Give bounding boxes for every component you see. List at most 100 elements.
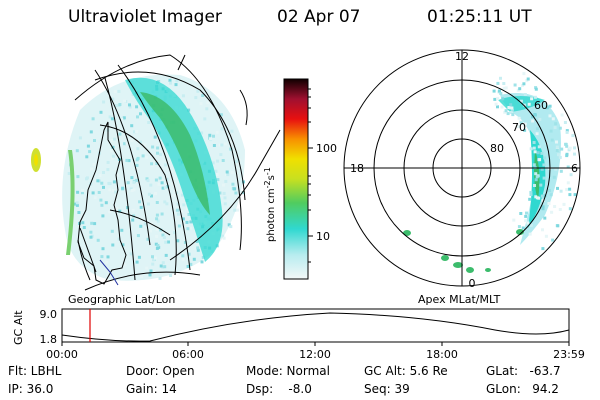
speckle [183, 241, 187, 244]
speckle [537, 145, 541, 149]
speckle [111, 97, 115, 101]
speckle [536, 151, 540, 155]
speckle [159, 264, 163, 268]
speckle [220, 143, 224, 147]
speckle [120, 228, 124, 232]
colorbar [283, 78, 309, 280]
speckle [187, 252, 191, 256]
speckle [542, 176, 546, 180]
speckle [93, 139, 96, 142]
speckle [181, 258, 185, 262]
speckle [504, 109, 508, 113]
speckle [102, 100, 106, 104]
speckle [100, 255, 104, 259]
speckle [492, 89, 496, 93]
speckle [224, 179, 228, 183]
speckle [121, 186, 125, 190]
speckle [534, 178, 538, 182]
speckle [530, 97, 534, 101]
speckle [525, 211, 528, 215]
speckle [150, 221, 154, 225]
speckle [100, 203, 104, 207]
speckle [158, 276, 162, 280]
speckle [196, 248, 200, 252]
speckle [218, 191, 222, 195]
speckle [200, 260, 204, 264]
speckle [110, 139, 114, 142]
speckle [221, 159, 225, 162]
speckle [75, 201, 79, 205]
time-label: 01:25:11 UT [427, 7, 532, 27]
speckle [196, 89, 200, 93]
speckle [541, 199, 545, 203]
speckle [533, 113, 537, 116]
speckle [156, 151, 159, 155]
speckle [146, 202, 150, 206]
speckle [115, 173, 119, 177]
speckle [523, 128, 527, 132]
speckle [106, 168, 110, 172]
speckle [216, 159, 220, 163]
time-tick-2359: 23:59 [553, 348, 585, 361]
speckle [147, 121, 151, 124]
speckle [187, 108, 191, 112]
speckle [185, 207, 189, 211]
speckle [176, 239, 180, 243]
speckle [164, 240, 168, 244]
speckle [543, 194, 547, 198]
speckle [132, 188, 136, 192]
speckle [496, 97, 500, 101]
speckle [139, 140, 142, 144]
speckle [91, 117, 95, 121]
speckle [166, 185, 170, 189]
speckle [573, 169, 577, 173]
speckle [535, 132, 539, 136]
speckle [496, 81, 500, 85]
polar-aurora [403, 72, 577, 273]
speckle [532, 141, 536, 144]
speckle [526, 221, 530, 225]
speckle [568, 187, 572, 191]
speckle [155, 217, 159, 221]
mlat-label-60: 60 [534, 99, 548, 112]
speckle [541, 205, 545, 209]
gc-altitude-value: GC Alt: 5.6 Re [364, 364, 448, 378]
speckle [111, 243, 115, 247]
speckle [220, 127, 224, 131]
speckle [150, 162, 154, 166]
speckle [163, 185, 167, 189]
speckle [161, 186, 165, 190]
speckle [114, 190, 118, 194]
speckle [92, 162, 96, 166]
date-label: 02 Apr 07 [277, 7, 361, 27]
speckle [541, 228, 544, 232]
speckle [126, 206, 130, 210]
speckle [545, 106, 549, 110]
speckle [108, 115, 112, 119]
speckle [226, 173, 230, 177]
speckle [558, 155, 562, 159]
speckle [148, 273, 152, 277]
speckle [151, 262, 155, 266]
speckle [222, 191, 226, 195]
speckle [176, 212, 180, 216]
speckle [153, 135, 157, 139]
speckle [559, 169, 563, 173]
speckle [138, 200, 142, 204]
speckle [519, 212, 523, 215]
speckle [524, 214, 528, 218]
dsp-value: Dsp: -8.0 [246, 382, 312, 396]
speckle [137, 255, 141, 259]
speckle [549, 193, 553, 197]
speckle [155, 234, 159, 238]
speckle [537, 196, 541, 200]
speckle [541, 247, 545, 251]
speckle [131, 208, 135, 212]
speckle [231, 182, 235, 186]
speckle [225, 170, 229, 174]
speckle [181, 254, 185, 258]
speckle [523, 93, 527, 96]
speckle [140, 275, 144, 279]
aurora-band-bright [140, 92, 210, 215]
